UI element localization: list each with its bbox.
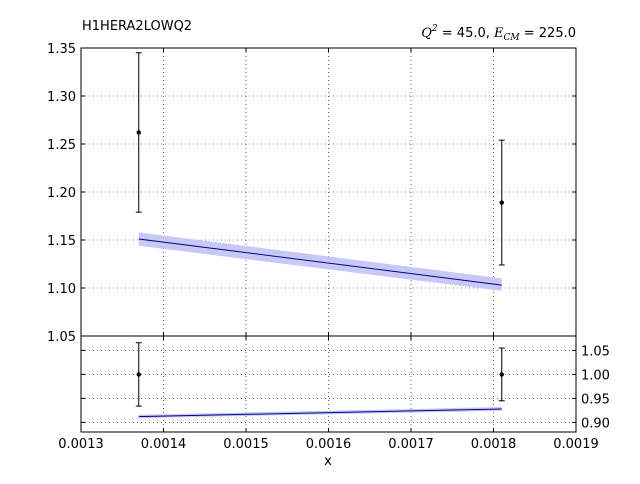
ratio-panel: 0.90 0.95 1.00 1.05 0.0013 0.0014 0.0015 0.0016… <box>58 335 610 452</box>
main-ytick-label-3: 1.20 <box>47 186 76 201</box>
ratio-xtick-label-0: 0.0013 <box>58 437 104 452</box>
ratio-ytick-label-1: 0.95 <box>581 392 610 407</box>
q2-power: 2 <box>431 24 438 34</box>
main-ytick-label-6: 1.35 <box>47 42 76 57</box>
ratio-data-point-1 <box>499 372 504 377</box>
q2-value: = 45.0, <box>438 26 494 41</box>
main-ytick-label-1: 1.10 <box>47 282 76 297</box>
ratio-xtick-label-5: 0.0018 <box>471 437 517 452</box>
main-ytick-label-5: 1.30 <box>47 90 76 105</box>
ratio-ytick-label-2: 1.00 <box>581 368 610 383</box>
ecm-symbol: E <box>493 26 504 41</box>
ratio-xtick-label-3: 0.0016 <box>306 437 352 452</box>
x-axis-label: x <box>324 454 332 469</box>
ratio-xtick-label-2: 0.0015 <box>223 437 269 452</box>
main-ytick-label-2: 1.15 <box>47 234 76 249</box>
ratio-ytick-label-3: 1.05 <box>581 344 610 359</box>
kinematics-label: Q2 = 45.0, ECM = 225.0 <box>421 24 576 43</box>
chart-title: H1HERA2LOWQ2 <box>82 19 192 34</box>
main-panel: 1.05 1.10 1.15 1.20 1.25 1.30 1.35 <box>47 42 577 345</box>
ratio-data-point-0 <box>136 372 141 377</box>
main-ytick-label-0: 1.05 <box>47 330 76 345</box>
ecm-value: = 225.0 <box>520 26 576 41</box>
ratio-xtick-label-1: 0.0014 <box>141 437 187 452</box>
ratio-xtick-label-4: 0.0017 <box>388 437 434 452</box>
ratio-xtick-label-6: 0.0019 <box>553 437 599 452</box>
main-ytick-label-4: 1.25 <box>47 138 76 153</box>
ratio-ytick-label-0: 0.90 <box>581 416 610 431</box>
ecm-subscript: CM <box>504 33 521 43</box>
q2-symbol: Q <box>421 26 432 41</box>
ratio-theory-line <box>138 408 502 418</box>
main-theory-line <box>138 238 502 286</box>
main-data-point-0 <box>136 130 141 135</box>
main-data-point-1 <box>499 200 504 205</box>
